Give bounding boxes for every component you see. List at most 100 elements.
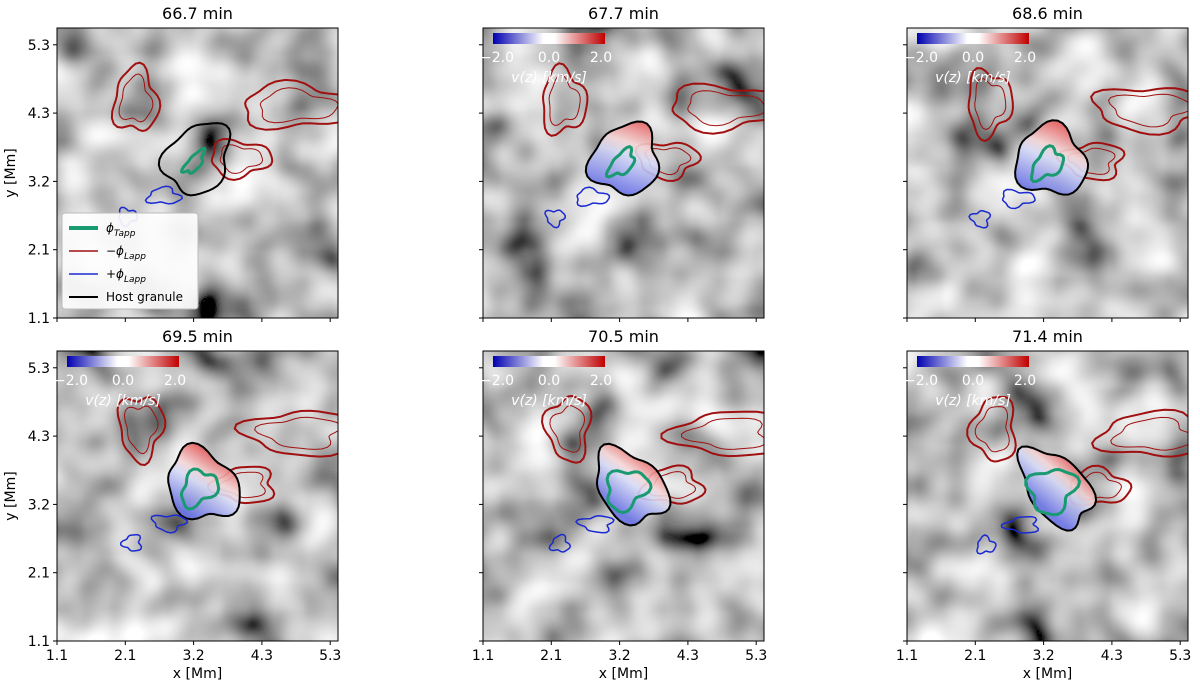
colorbar-tick-label: 0.0 bbox=[962, 373, 984, 389]
positive-polarity-contour bbox=[574, 515, 615, 534]
colorbar bbox=[493, 356, 605, 367]
colorbar-tick-label: 2.0 bbox=[1014, 373, 1036, 389]
x-tick-label: 4.3 bbox=[251, 648, 273, 664]
host-granule bbox=[584, 120, 661, 197]
colorbar-tick-label: 2.0 bbox=[590, 50, 612, 66]
negative-polarity-contour bbox=[974, 78, 1007, 131]
x-tick-label: 1.1 bbox=[896, 648, 918, 664]
negative-polarity-contour bbox=[110, 61, 162, 133]
x-tick-label: 1.1 bbox=[472, 648, 494, 664]
colorbar-tick-label: −2.0 bbox=[480, 373, 514, 389]
colorbar-tick-label: −2.0 bbox=[480, 50, 514, 66]
negative-polarity-contour bbox=[1107, 93, 1188, 128]
x-tick-label: 5.3 bbox=[745, 648, 767, 664]
panel bbox=[483, 28, 764, 318]
panel bbox=[907, 351, 1188, 641]
negative-polarity-contour bbox=[548, 74, 581, 127]
positive-polarity-contour bbox=[119, 533, 143, 552]
colorbar-tick-label: 0.0 bbox=[962, 50, 984, 66]
positive-polarity-contour bbox=[576, 186, 611, 208]
negative-polarity-contour bbox=[1090, 408, 1188, 458]
panel-title: 67.7 min bbox=[588, 4, 659, 23]
x-axis-label: x [Mm] bbox=[1023, 666, 1072, 682]
legend-label: +ϕLapp bbox=[106, 267, 146, 285]
legend-subscript: Lapp bbox=[124, 275, 146, 285]
y-tick-label: 3.2 bbox=[28, 497, 50, 513]
colorbar-tick-label: 0.0 bbox=[538, 50, 560, 66]
panel-frame bbox=[906, 27, 1189, 319]
transverse-field-contour bbox=[1030, 144, 1065, 183]
panel bbox=[483, 351, 764, 641]
host-granule bbox=[595, 442, 672, 527]
colorbar bbox=[917, 356, 1029, 367]
colorbar bbox=[67, 356, 179, 367]
negative-polarity-contour bbox=[687, 90, 764, 127]
x-tick-label: 3.2 bbox=[1032, 648, 1054, 664]
panel bbox=[907, 28, 1188, 318]
positive-polarity-contour bbox=[968, 209, 992, 229]
transverse-field-contour bbox=[605, 469, 653, 515]
colorbar-tick-label: 2.0 bbox=[164, 373, 186, 389]
transverse-field-contour bbox=[604, 144, 637, 179]
colorbar-label: v(z) [km/s] bbox=[935, 70, 1011, 86]
panel-frame bbox=[56, 350, 339, 642]
x-tick-label: 5.3 bbox=[319, 648, 341, 664]
x-tick-label: 4.3 bbox=[1101, 648, 1123, 664]
negative-polarity-contour bbox=[1089, 87, 1188, 136]
y-tick-label: 1.1 bbox=[28, 311, 50, 327]
y-axis-label: y [Mm] bbox=[3, 148, 19, 197]
x-axis-label: x [Mm] bbox=[173, 666, 222, 682]
colorbar-tick-label: −2.0 bbox=[904, 373, 938, 389]
positive-polarity-contour bbox=[1001, 188, 1036, 210]
negative-polarity-contour bbox=[219, 144, 264, 175]
legend-subscript: Lapp bbox=[124, 252, 146, 262]
panel-title: 68.6 min bbox=[1012, 4, 1083, 23]
panel-title: 70.5 min bbox=[588, 327, 659, 346]
legend-box bbox=[61, 212, 199, 310]
legend-label: ϕTapp bbox=[106, 221, 136, 239]
panel-title: 66.7 min bbox=[162, 4, 233, 23]
negative-polarity-contour bbox=[671, 82, 764, 135]
host-granule bbox=[167, 441, 241, 521]
negative-polarity-contour bbox=[123, 405, 159, 455]
legend-text: −ϕ bbox=[106, 244, 124, 258]
colorbar-label: v(z) [km/s] bbox=[511, 393, 587, 409]
negative-polarity-contour bbox=[233, 409, 338, 458]
panel bbox=[57, 351, 338, 641]
negative-polarity-contour bbox=[549, 405, 586, 453]
panel-frame bbox=[906, 350, 1189, 642]
negative-polarity-contour bbox=[259, 87, 338, 124]
y-tick-label: 5.3 bbox=[28, 38, 50, 54]
panel-title: 71.4 min bbox=[1012, 327, 1083, 346]
negative-polarity-contour bbox=[660, 410, 764, 458]
negative-polarity-contour bbox=[210, 137, 274, 182]
negative-polarity-contour bbox=[244, 78, 338, 131]
negative-polarity-contour bbox=[967, 67, 1014, 143]
x-axis-label: x [Mm] bbox=[599, 666, 648, 682]
positive-polarity-contour bbox=[150, 514, 188, 534]
host-granule bbox=[157, 122, 232, 197]
y-tick-label: 5.3 bbox=[28, 361, 50, 377]
legend-text: +ϕ bbox=[106, 267, 124, 281]
colorbar bbox=[917, 33, 1029, 44]
colorbar bbox=[493, 33, 605, 44]
transverse-field-contour bbox=[1024, 467, 1082, 517]
legend-label: −ϕLapp bbox=[106, 244, 146, 262]
positive-polarity-contour bbox=[144, 185, 184, 205]
panel-frame bbox=[56, 27, 339, 319]
host-granule bbox=[1014, 119, 1090, 196]
x-tick-label: 2.1 bbox=[114, 648, 136, 664]
positive-polarity-contour bbox=[1000, 515, 1040, 534]
x-tick-label: 1.1 bbox=[46, 648, 68, 664]
y-tick-label: 4.3 bbox=[28, 106, 50, 122]
panel-title: 69.5 min bbox=[162, 327, 233, 346]
colorbar-tick-label: 0.0 bbox=[112, 373, 134, 389]
transverse-field-contour bbox=[179, 146, 207, 175]
legend-text: ϕ bbox=[106, 221, 114, 235]
legend-subscript: Tapp bbox=[114, 229, 136, 239]
negative-polarity-contour bbox=[540, 394, 593, 464]
colorbar-label: v(z) [km/s] bbox=[935, 393, 1011, 409]
host-granule bbox=[1016, 445, 1098, 532]
colorbar-tick-label: 2.0 bbox=[590, 373, 612, 389]
y-tick-label: 1.1 bbox=[28, 634, 50, 650]
